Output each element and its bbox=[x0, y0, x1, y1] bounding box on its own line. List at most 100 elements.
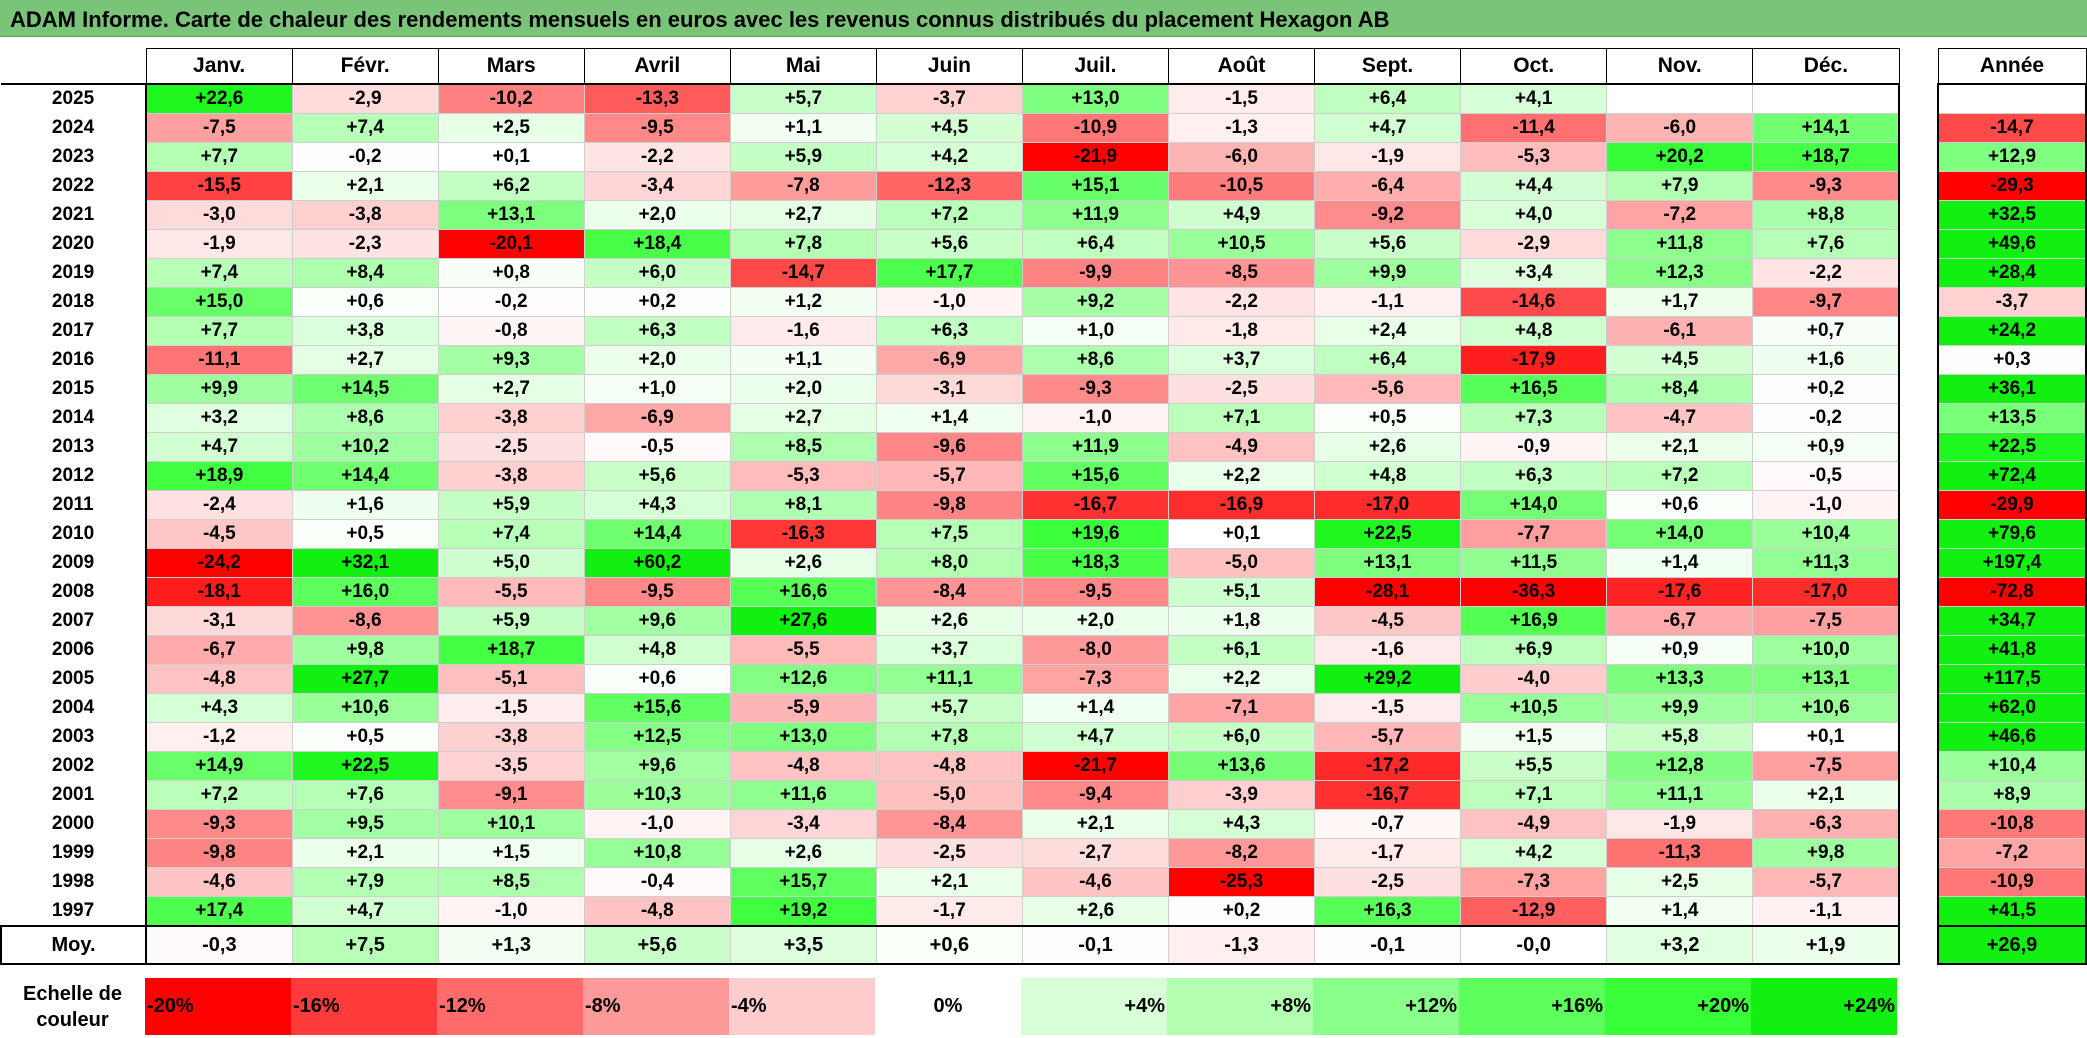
heatmap-cell: -17,0 bbox=[1314, 490, 1462, 520]
heatmap-cell: -12,3 bbox=[875, 171, 1023, 201]
year-label: 2013 bbox=[1, 432, 148, 462]
heatmap-cell: +11,3 bbox=[1752, 548, 1901, 578]
heatmap-cell: +8,5 bbox=[437, 867, 585, 897]
heatmap-cell: -7,2 bbox=[1606, 200, 1754, 230]
heatmap-cell: -16,7 bbox=[1314, 780, 1462, 810]
annual-row: +79,6 bbox=[1937, 519, 2087, 549]
heatmap-cell: -24,2 bbox=[145, 548, 293, 578]
average-cell: +3,2 bbox=[1606, 925, 1754, 965]
heatmap-row: 2019 +7,4 +8,4 +0,8 +6,0 -14,7 +17,7 -9,9 -8,5 +9… bbox=[1, 258, 1901, 288]
heatmap-cell: -9,9 bbox=[1021, 258, 1170, 288]
heatmap-cell: -5,5 bbox=[729, 635, 877, 665]
heatmap-cell: -20,1 bbox=[437, 229, 585, 259]
heatmap-cell: -1,7 bbox=[1314, 838, 1462, 868]
annual-cell: +36,1 bbox=[1937, 374, 2087, 404]
year-label: 2002 bbox=[1, 751, 148, 781]
heatmap-cell: +0,1 bbox=[1167, 519, 1316, 549]
heatmap-cell: -1,8 bbox=[1167, 316, 1316, 346]
heatmap-cell: -11,4 bbox=[1460, 113, 1608, 143]
heatmap-cell: -5,9 bbox=[729, 693, 877, 723]
annual-cell: +10,4 bbox=[1937, 751, 2087, 781]
heatmap-cell: +4,3 bbox=[1167, 809, 1316, 839]
heatmap-cell: +12,3 bbox=[1606, 258, 1754, 288]
annual-row: +8,9 bbox=[1937, 780, 2087, 810]
heatmap-cell: +18,7 bbox=[1752, 142, 1901, 172]
annual-row: -3,7 bbox=[1937, 287, 2087, 317]
heatmap-cell: -25,3 bbox=[1167, 867, 1316, 897]
heatmap-cell: +2,1 bbox=[291, 838, 439, 868]
heatmap-cell: +11,1 bbox=[1606, 780, 1754, 810]
heatmap-cell: +2,1 bbox=[875, 867, 1023, 897]
heatmap-cell: +22,5 bbox=[1314, 519, 1462, 549]
heatmap-cell: +9,9 bbox=[1606, 693, 1754, 723]
heatmap-cell: +14,0 bbox=[1606, 519, 1754, 549]
annual-row: +34,7 bbox=[1937, 606, 2087, 636]
heatmap-cell: -1,0 bbox=[583, 809, 731, 839]
heatmap-row: 2004 +4,3 +10,6 -1,5 +15,6 -5,9 +5,7 +1,4 -7,1 -1… bbox=[1, 693, 1901, 723]
heatmap-cell: -15,5 bbox=[145, 171, 293, 201]
heatmap-cell: -1,1 bbox=[1752, 896, 1901, 927]
heatmap-cell: +7,8 bbox=[875, 722, 1023, 752]
heatmap-cell: +1,5 bbox=[1460, 722, 1608, 752]
heatmap-row: 2023 +7,7 -0,2 +0,1 -2,2 +5,9 +4,2 -21,9 -6,0 -1,… bbox=[1, 142, 1901, 172]
annual-row: -72,8 bbox=[1937, 577, 2087, 607]
color-scale-swatch: -4% bbox=[729, 978, 875, 1035]
heatmap-cell: +9,8 bbox=[1752, 838, 1901, 868]
heatmap-cell: +12,6 bbox=[729, 664, 877, 694]
heatmap-cell: +7,7 bbox=[145, 142, 293, 172]
heatmap-cell: -21,7 bbox=[1021, 751, 1170, 781]
heatmap-cell: -6,0 bbox=[1606, 113, 1754, 143]
average-cell: -1,3 bbox=[1167, 925, 1316, 965]
heatmap-cell: +2,7 bbox=[729, 403, 877, 433]
heatmap-row: 2018 +15,0 +0,6 -0,2 +0,2 +1,2 -1,0 +9,2 -2,2 -1,… bbox=[1, 287, 1901, 317]
annual-cell: +34,7 bbox=[1937, 606, 2087, 636]
heatmap-cell: +3,2 bbox=[145, 403, 293, 433]
annual-row: +117,5 bbox=[1937, 664, 2087, 694]
heatmap-cell: +10,4 bbox=[1752, 519, 1901, 549]
heatmap-cell: -3,0 bbox=[145, 200, 293, 230]
heatmap-cell: +4,5 bbox=[1606, 345, 1754, 375]
heatmap-cell: +7,2 bbox=[1606, 461, 1754, 491]
heatmap-cell: +7,9 bbox=[1606, 171, 1754, 201]
heatmap-cell: +22,6 bbox=[145, 83, 293, 114]
heatmap-cell: +18,3 bbox=[1021, 548, 1170, 578]
month-header: Avril bbox=[583, 48, 731, 85]
heatmap-cell: +2,4 bbox=[1314, 316, 1462, 346]
heatmap-cell: +11,6 bbox=[729, 780, 877, 810]
average-cell: -0,0 bbox=[1460, 925, 1608, 965]
heatmap-cell: +9,9 bbox=[1314, 258, 1462, 288]
header-corner bbox=[1, 49, 146, 85]
average-row: Moy. -0,3 +7,5 +1,3 +5,6 +3,5 +0,6 -0,1 -1,3 -0,1… bbox=[0, 925, 1901, 965]
heatmap-cell: -1,5 bbox=[1314, 693, 1462, 723]
heatmap-cell: -1,5 bbox=[437, 693, 585, 723]
heatmap-cell: +20,2 bbox=[1606, 142, 1754, 172]
heatmap-cell: +6,4 bbox=[1021, 229, 1170, 259]
heatmap-cell: +14,5 bbox=[291, 374, 439, 404]
heatmap-cell: +14,4 bbox=[291, 461, 439, 491]
heatmap-cell: -16,3 bbox=[729, 519, 877, 549]
heatmap-cell: +19,2 bbox=[729, 896, 877, 927]
heatmap-cell: +10,0 bbox=[1752, 635, 1901, 665]
heatmap-cell: +15,0 bbox=[145, 287, 293, 317]
heatmap-cell: -5,3 bbox=[1460, 142, 1608, 172]
heatmap-row: 2005 -4,8 +27,7 -5,1 +0,6 +12,6 +11,1 -7,3 +2,2 +… bbox=[1, 664, 1901, 694]
heatmap-cell: +32,1 bbox=[291, 548, 439, 578]
heatmap-cell: +16,3 bbox=[1314, 896, 1462, 927]
heatmap-cell: -17,2 bbox=[1314, 751, 1462, 781]
heatmap-cell: -9,5 bbox=[1021, 577, 1170, 607]
annual-row: -7,2 bbox=[1937, 838, 2087, 868]
heatmap-cell: -5,7 bbox=[1314, 722, 1462, 752]
heatmap-cell: -1,6 bbox=[729, 316, 877, 346]
heatmap-cell: -0,2 bbox=[437, 287, 585, 317]
heatmap-cell: +5,6 bbox=[1314, 229, 1462, 259]
annual-cell: +79,6 bbox=[1937, 519, 2087, 549]
annual-cell: +32,5 bbox=[1937, 200, 2087, 230]
heatmap-cell: -2,7 bbox=[1021, 838, 1170, 868]
year-label: 2015 bbox=[1, 374, 148, 404]
heatmap-cell: +4,1 bbox=[1460, 83, 1608, 114]
annual-row: +49,6 bbox=[1937, 229, 2087, 259]
heatmap-cell: +7,4 bbox=[291, 113, 439, 143]
heatmap-cell: -4,9 bbox=[1460, 809, 1608, 839]
heatmap-cell: -3,4 bbox=[729, 809, 877, 839]
heatmap-cell: +8,6 bbox=[291, 403, 439, 433]
